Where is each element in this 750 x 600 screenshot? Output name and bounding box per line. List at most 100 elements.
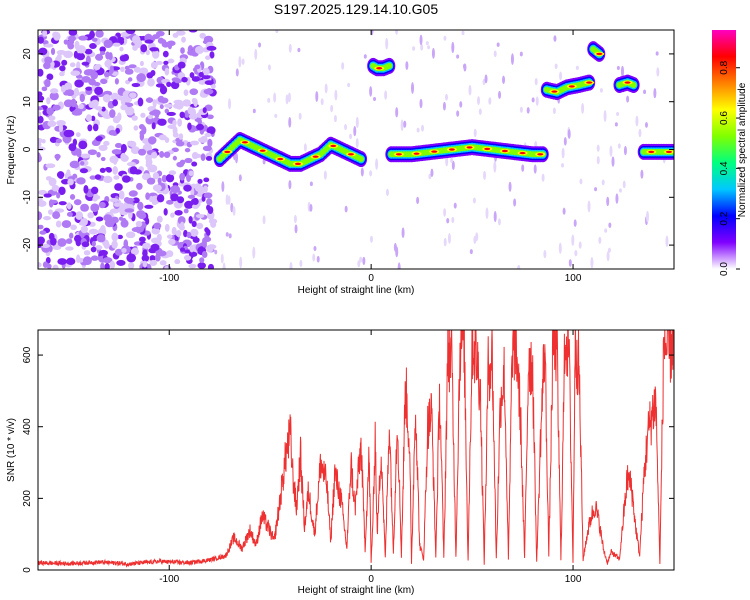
heatmap-noise-cell — [57, 238, 67, 247]
heatmap-noise-cell — [55, 153, 60, 161]
heatmap-noise-cell — [136, 182, 143, 190]
heatmap-ridge-cell — [386, 62, 393, 69]
heatmap-noise-cell — [152, 184, 162, 192]
heatmap-streak-cell — [442, 101, 446, 111]
heatmap-y-tick-label: -10 — [22, 190, 33, 205]
heatmap-noise-cell — [173, 103, 180, 109]
heatmap-streak-cell — [541, 173, 545, 182]
heatmap-noise-cell — [158, 134, 167, 141]
heatmap-streak-cell — [581, 102, 585, 114]
heatmap-noise-cell — [90, 255, 99, 261]
heatmap-noise-cell — [151, 122, 156, 130]
heatmap-streak-cell — [267, 97, 271, 103]
colorbar-scale — [712, 30, 736, 269]
heatmap-noise-cell — [124, 68, 134, 75]
snr-x-axis-label: Height of straight line (km) — [298, 585, 415, 596]
heatmap-streak-cell — [553, 35, 557, 42]
heatmap-peak-cell — [395, 153, 402, 156]
heatmap-streak-cell — [567, 129, 571, 140]
heatmap-noise-cell — [66, 169, 71, 177]
heatmap-noise-cell — [66, 202, 72, 210]
heatmap-streak-cell — [493, 160, 497, 173]
heatmap-streak-cell — [258, 42, 262, 48]
heatmap-noise-cell — [108, 129, 117, 136]
heatmap-noise-cell — [201, 74, 211, 80]
heatmap-noise-cell — [189, 244, 195, 253]
heatmap-noise-cell — [90, 246, 97, 253]
heatmap-noise-cell — [184, 147, 191, 153]
heatmap-noise-cell — [55, 220, 62, 228]
heatmap-noise-cell — [166, 81, 172, 88]
heatmap-streak-cell — [262, 215, 266, 225]
heatmap-streak-cell — [578, 241, 582, 249]
heatmap-streak-cell — [451, 41, 455, 54]
heatmap-noise-cell — [92, 196, 98, 202]
heatmap-noise-cell — [61, 59, 68, 66]
heatmap-peak-cell — [376, 67, 383, 70]
heatmap-noise-cell — [163, 60, 169, 65]
heatmap-streak-cell — [267, 64, 271, 71]
heatmap-streak-cell — [230, 202, 234, 213]
heatmap-streak-cell — [320, 98, 324, 106]
heatmap-streak-cell — [519, 106, 523, 113]
heatmap-peak-cell — [330, 144, 337, 148]
heatmap-streak-cell — [611, 156, 615, 167]
heatmap-noise-cell — [42, 261, 49, 268]
heatmap-noise-cell — [41, 243, 51, 248]
heatmap-noise-cell — [199, 32, 206, 39]
heatmap-noise-cell — [58, 186, 66, 196]
heatmap-streak-cell — [420, 44, 424, 51]
heatmap-streak-cell — [344, 205, 348, 213]
heatmap-streak-cell — [635, 115, 639, 127]
heatmap-streak-cell — [477, 96, 481, 105]
heatmap-noise-cell — [168, 238, 176, 246]
heatmap-streak-cell — [288, 43, 292, 53]
heatmap-noise-cell — [168, 170, 177, 176]
heatmap-peak-cell — [665, 150, 672, 154]
heatmap-noise-cell — [50, 47, 56, 56]
heatmap-streak-cell — [453, 202, 457, 209]
heatmap-noise-cell — [171, 226, 177, 236]
heatmap-noise-cell — [39, 230, 47, 235]
heatmap-noise-cell — [116, 259, 126, 266]
heatmap-noise-cell — [48, 199, 58, 204]
heatmap-noise-cell — [79, 168, 89, 174]
heatmap-noise-cell — [71, 110, 82, 116]
snr-frame — [37, 329, 675, 571]
heatmap-noise-cell — [110, 216, 119, 224]
heatmap-noise-cell — [117, 95, 124, 101]
heatmap-noise-cell — [152, 49, 160, 59]
heatmap-noise-cell — [80, 225, 88, 234]
heatmap-noise-cell — [184, 200, 194, 209]
heatmap-noise-cell — [65, 238, 73, 244]
heatmap-noise-cell — [96, 234, 106, 243]
heatmap-streak-cell — [369, 170, 373, 177]
heatmap-noise-cell — [79, 93, 85, 103]
heatmap-streak-cell — [562, 207, 566, 215]
heatmap-noise-cell — [194, 64, 201, 70]
heatmap-noise-cell — [38, 36, 44, 44]
heatmap-noise-cell — [95, 53, 104, 61]
heatmap-noise-cell — [38, 115, 44, 124]
heatmap-noise-cell — [74, 40, 80, 50]
heatmap-noise-cell — [58, 201, 67, 206]
heatmap-noise-cell — [64, 82, 71, 90]
heatmap-noise-cell — [183, 254, 192, 261]
heatmap-noise-cell — [197, 262, 206, 269]
heatmap-streak-cell — [493, 50, 497, 58]
heatmap-streak-cell — [561, 163, 565, 168]
heatmap-noise-cell — [183, 184, 192, 192]
heatmap-noise-cell — [121, 217, 127, 225]
heatmap-streak-cell — [384, 90, 388, 100]
heatmap-noise-cell — [191, 229, 198, 237]
heatmap-streak-cell — [412, 46, 416, 51]
heatmap-noise-cell — [75, 211, 84, 220]
heatmap-noise-cell — [43, 193, 52, 198]
heatmap-noise-cell — [69, 62, 76, 68]
heatmap-noise-cell — [123, 197, 130, 203]
heatmap-noise-cell — [69, 193, 76, 200]
heatmap-noise-cell — [90, 115, 96, 122]
heatmap-streak-cell — [598, 236, 602, 244]
